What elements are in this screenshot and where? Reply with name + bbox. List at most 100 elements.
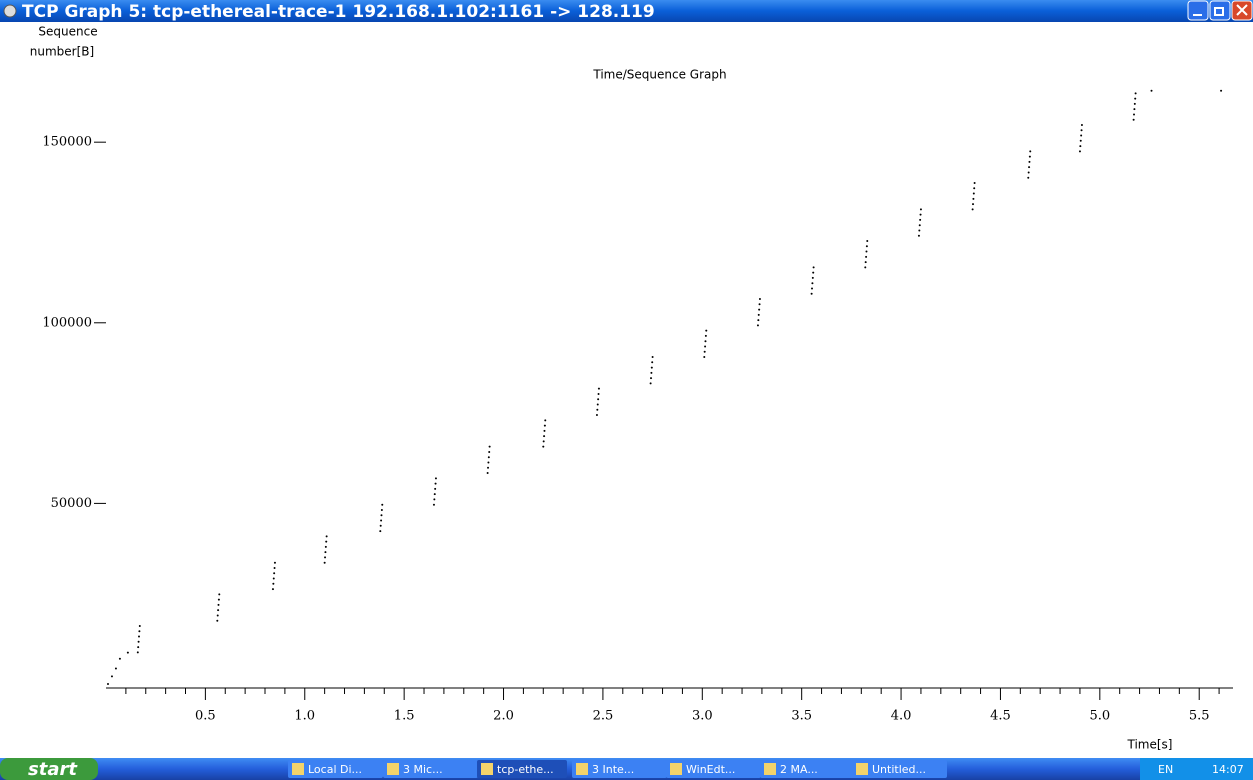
taskbar-icon — [670, 763, 682, 775]
point — [218, 599, 220, 601]
point — [1151, 90, 1153, 92]
point — [487, 472, 489, 474]
x-tick-label: 5.0 — [1089, 709, 1110, 724]
point — [274, 567, 276, 569]
point — [435, 483, 437, 485]
point — [489, 446, 491, 448]
point — [598, 388, 600, 390]
point — [138, 641, 140, 643]
point — [115, 667, 117, 669]
point — [652, 356, 654, 358]
taskbar-label: 3 Mic... — [403, 763, 443, 776]
point — [217, 614, 219, 616]
point — [433, 498, 435, 500]
point — [1079, 150, 1081, 152]
y-tick-label: 150000 — [42, 135, 92, 150]
minimize-button[interactable] — [1188, 1, 1208, 20]
point — [651, 361, 653, 363]
taskbar-icon — [481, 763, 493, 775]
point — [218, 593, 220, 595]
point — [326, 535, 328, 537]
point — [650, 377, 652, 379]
point — [216, 620, 218, 622]
point — [274, 562, 276, 564]
taskbar-icon — [856, 763, 868, 775]
point — [704, 340, 706, 342]
x-tick-label: 1.5 — [394, 709, 415, 724]
point — [598, 393, 600, 395]
point — [1081, 124, 1083, 126]
point — [1081, 129, 1083, 131]
point — [972, 208, 974, 210]
chart-title: Time/Sequence Graph — [592, 68, 726, 82]
point — [127, 652, 129, 654]
plot: Time/Sequence GraphSequencenumber[B]Time… — [30, 25, 1233, 752]
point — [597, 403, 599, 405]
point — [920, 214, 922, 216]
point — [380, 514, 382, 516]
point — [324, 562, 326, 564]
point — [757, 319, 759, 321]
point — [918, 229, 920, 231]
x-tick-label: 2.5 — [593, 709, 614, 724]
point — [811, 293, 813, 295]
point — [137, 646, 139, 648]
point — [1220, 90, 1222, 92]
point — [811, 282, 813, 284]
taskbar-icon — [387, 763, 399, 775]
point — [919, 224, 921, 226]
point — [1135, 92, 1137, 94]
point — [1134, 98, 1136, 100]
point — [757, 324, 759, 326]
point — [1029, 156, 1031, 158]
point — [1133, 119, 1135, 121]
x-tick-label: 3.5 — [791, 709, 812, 724]
start-label: start — [28, 759, 78, 780]
point — [1079, 145, 1081, 147]
point — [272, 583, 274, 585]
point — [865, 251, 867, 253]
point — [325, 546, 327, 548]
point — [325, 541, 327, 543]
point — [972, 203, 974, 205]
point — [1028, 171, 1030, 173]
point — [651, 367, 653, 369]
point — [488, 451, 490, 453]
x-tick-label: 1.0 — [294, 709, 315, 724]
taskbar-label: 2 MA... — [780, 763, 818, 776]
x-tick-label: 3.0 — [692, 709, 713, 724]
point — [811, 287, 813, 289]
point — [543, 430, 545, 432]
taskbar-label: Untitled... — [872, 763, 926, 776]
point — [218, 604, 220, 606]
taskbar-label: WinEdt... — [686, 763, 735, 776]
point — [488, 456, 490, 458]
point — [813, 266, 815, 268]
x-tick-label: 4.0 — [891, 709, 912, 724]
point — [973, 187, 975, 189]
restore-button[interactable] — [1210, 1, 1230, 20]
point — [107, 683, 109, 685]
point — [1028, 161, 1030, 163]
point — [758, 309, 760, 311]
point — [1134, 103, 1136, 105]
point — [380, 525, 382, 527]
taskbar-icon — [764, 763, 776, 775]
point — [705, 335, 707, 337]
point — [137, 651, 139, 653]
taskbar-label: Local Di... — [308, 763, 362, 776]
taskbar-icon — [292, 763, 304, 775]
point — [918, 235, 920, 237]
point — [596, 414, 598, 416]
point — [597, 398, 599, 400]
point — [596, 409, 598, 411]
point — [865, 256, 867, 258]
point — [381, 509, 383, 511]
screen: TCP Graph 5: tcp-ethereal-trace-1 192.16… — [0, 0, 1253, 780]
point — [866, 245, 868, 247]
point — [1027, 177, 1029, 179]
point — [1029, 150, 1031, 152]
point — [758, 314, 760, 316]
point — [379, 530, 381, 532]
point — [1133, 108, 1135, 110]
